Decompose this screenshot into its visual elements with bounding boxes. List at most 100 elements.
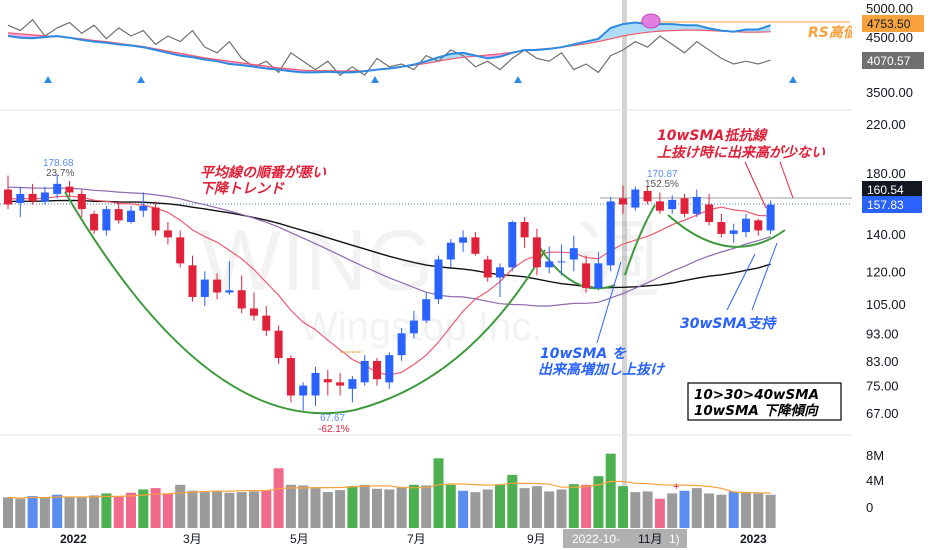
candle-body bbox=[742, 218, 750, 233]
candle-body bbox=[471, 237, 480, 254]
candle-body bbox=[520, 222, 529, 238]
volume-bar bbox=[408, 484, 419, 528]
time-axis-tick: 2023 bbox=[740, 532, 767, 546]
candle-body bbox=[459, 237, 468, 243]
volume-axis-tick: 8M bbox=[866, 448, 884, 463]
low-label: 67.67 bbox=[320, 413, 345, 424]
rs-panel: RS高値 bbox=[7, 13, 860, 83]
rs-up-arrow bbox=[137, 76, 145, 83]
candle-body bbox=[28, 193, 37, 202]
candle-body bbox=[409, 320, 418, 334]
candle-body bbox=[446, 242, 455, 260]
volume-bar bbox=[236, 492, 247, 528]
price-badge-high: 160.54 bbox=[867, 183, 904, 197]
candle-body bbox=[250, 308, 258, 316]
candle-body bbox=[619, 198, 627, 205]
volume-bar bbox=[741, 492, 751, 528]
volume-bar bbox=[630, 492, 641, 528]
crosshair-date-overlay: 11月 bbox=[638, 532, 662, 546]
watermark-period: 週 bbox=[575, 211, 661, 311]
volume-bar bbox=[113, 496, 124, 528]
candle-body bbox=[237, 290, 246, 309]
volume-bar bbox=[52, 494, 63, 528]
candle-body bbox=[532, 237, 541, 268]
volume-bar bbox=[212, 490, 223, 528]
high2-label: 170.87 bbox=[647, 169, 678, 180]
price-axis-tick: 67.00 bbox=[866, 406, 899, 421]
volume-bar bbox=[716, 494, 727, 528]
candle-body bbox=[299, 385, 308, 396]
rs-badge-gray: 4070.57 bbox=[867, 54, 911, 68]
annotation-resist-1: 10wSMA抵抗線 bbox=[657, 127, 768, 144]
volume-bar bbox=[396, 486, 407, 528]
rs-high-marker bbox=[641, 13, 661, 29]
annotation-bad-order-2: 下降トレンド bbox=[200, 180, 285, 197]
candle-body bbox=[200, 279, 209, 297]
volume-bar bbox=[285, 484, 296, 528]
price-axis-tick: 105.00 bbox=[866, 297, 906, 312]
volume-plus-marker: + bbox=[673, 481, 679, 493]
candle-body bbox=[397, 333, 406, 356]
volume-bar bbox=[372, 488, 382, 528]
candle-body bbox=[188, 265, 197, 297]
price-axis-tick: 180.00 bbox=[866, 166, 906, 181]
candle-body bbox=[127, 210, 135, 223]
volume-bar bbox=[495, 484, 505, 528]
time-axis-tick: 3月 bbox=[183, 532, 202, 546]
volume-bar bbox=[544, 491, 555, 528]
rs-axis-tick: 3500.00 bbox=[866, 85, 913, 100]
candle-body bbox=[40, 192, 49, 202]
candle-body bbox=[77, 193, 86, 210]
volume-axis-tick: 0 bbox=[866, 500, 873, 515]
volume-bar bbox=[76, 497, 87, 528]
candle-body bbox=[754, 220, 763, 231]
cup-curve-right bbox=[624, 204, 656, 276]
candle-body bbox=[434, 259, 443, 300]
high2-pct: 152.5% bbox=[645, 179, 679, 190]
volume-bar bbox=[605, 453, 616, 528]
volume-bar bbox=[765, 494, 776, 528]
volume-bar bbox=[654, 498, 665, 528]
candle-body bbox=[348, 379, 357, 389]
volume-bar bbox=[150, 488, 161, 528]
volume-bar bbox=[64, 496, 75, 528]
volume-bar bbox=[39, 498, 50, 528]
candle-body bbox=[53, 183, 62, 194]
rs-arrows bbox=[44, 76, 797, 83]
candle-body bbox=[139, 206, 148, 211]
volume-bar bbox=[199, 492, 210, 528]
volume-bar bbox=[298, 485, 309, 528]
annotation-breakout-2: 出来高増加し上抜け bbox=[538, 361, 666, 378]
volume-bar bbox=[581, 484, 592, 528]
volume-bar bbox=[261, 490, 272, 528]
annotation-box bbox=[687, 382, 842, 421]
volume-bar bbox=[753, 493, 764, 528]
rs-gray-line bbox=[7, 18, 771, 77]
volume-bar bbox=[175, 484, 186, 528]
sma30-line bbox=[7, 186, 771, 307]
price-axis: 5000.00 4500.00 3500.00 220.00 180.00 140.00 1… bbox=[866, 1, 913, 515]
volume-bar bbox=[704, 493, 715, 528]
crosshair-date-tail: 1) bbox=[669, 532, 680, 546]
volume-bar bbox=[310, 488, 321, 528]
rs-fill-negative bbox=[8, 32, 562, 73]
candle-body bbox=[483, 259, 492, 278]
rs-up-arrow bbox=[44, 76, 52, 83]
sma40-line bbox=[7, 199, 771, 289]
candle-body bbox=[680, 198, 689, 214]
candle-body bbox=[422, 299, 431, 321]
time-axis-tick: 9月 bbox=[527, 532, 546, 546]
candle-body bbox=[286, 358, 295, 396]
price-axis-bg bbox=[852, 0, 932, 550]
candle-body bbox=[508, 222, 517, 268]
rs-up-arrow bbox=[514, 76, 522, 83]
volume-bar bbox=[445, 484, 456, 528]
watermark-company: Wingstop Inc. bbox=[300, 305, 542, 349]
candle-body bbox=[729, 230, 738, 234]
price-badge-close: 157.83 bbox=[867, 198, 904, 212]
candle-body bbox=[311, 372, 320, 396]
volume-bars bbox=[3, 453, 776, 528]
rs-up-arrow bbox=[371, 76, 379, 83]
candle-body bbox=[336, 382, 345, 386]
candle-body bbox=[213, 279, 222, 293]
